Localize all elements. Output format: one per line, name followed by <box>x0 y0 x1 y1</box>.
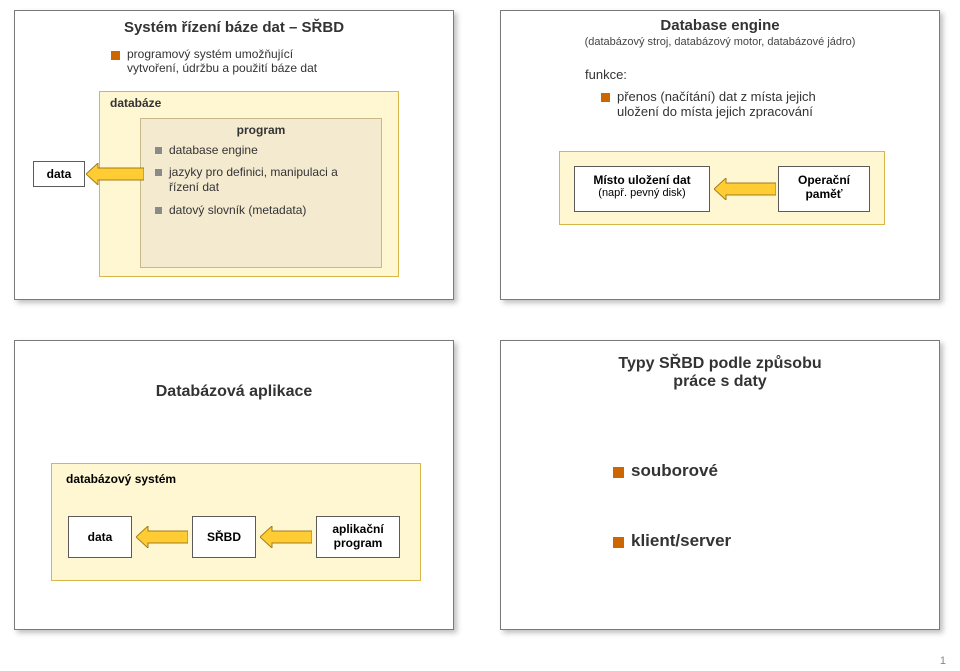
slide4-title-l1: Typy SŘBD podle způsobu <box>501 355 939 373</box>
arrow-icon <box>714 178 776 200</box>
arrow-icon <box>260 526 312 548</box>
program-item-jazyky: jazyky pro definici, manipulaci a řízení… <box>155 165 367 195</box>
box-data: data <box>68 516 132 558</box>
databaze-box: databáze program database engine jazyky … <box>99 91 399 277</box>
arrow-icon <box>136 526 188 548</box>
slide1-intro: programový systém umožňující vytvoření, … <box>111 47 317 75</box>
slide4-title-l2: práce s daty <box>501 373 939 391</box>
page-number: 1 <box>940 655 946 667</box>
type-souborove: souborové <box>613 461 718 481</box>
program-item-metadata: datový slovník (metadata) <box>155 203 367 217</box>
engine-panel: Místo uložení dat (např. pevný disk) Ope… <box>559 151 885 225</box>
func-label: funkce: <box>585 67 627 82</box>
slide-types: Typy SŘBD podle způsobu práce s daty sou… <box>500 340 940 630</box>
slide2-subtitle: (databázový stroj, databázový motor, dat… <box>501 34 939 48</box>
arrow-icon <box>86 163 144 185</box>
slide-db-app: Databázová aplikace databázový systém da… <box>14 340 454 630</box>
slide-db-engine: Database engine (databázový stroj, datab… <box>500 10 940 300</box>
system-panel: databázový systém data SŘBD aplikační pr… <box>51 463 421 581</box>
memory-box: Operační paměť <box>778 166 870 212</box>
system-label: databázový systém <box>66 472 176 486</box>
slide2-title: Database engine <box>501 11 939 34</box>
program-panel: program database engine jazyky pro defin… <box>140 118 382 268</box>
slide3-title: Databázová aplikace <box>15 341 453 401</box>
data-box: data <box>33 161 85 187</box>
storage-box: Místo uložení dat (např. pevný disk) <box>574 166 710 212</box>
slide-srbd: Systém řízení báze dat – SŘBD programový… <box>14 10 454 300</box>
type-client-server: klient/server <box>613 531 731 551</box>
slide1-title: Systém řízení báze dat – SŘBD <box>15 11 453 36</box>
program-item-db-engine: database engine <box>155 143 367 157</box>
box-app-program: aplikační program <box>316 516 400 558</box>
db-label: databáze <box>110 96 161 110</box>
box-srbd: SŘBD <box>192 516 256 558</box>
func-bullet: přenos (načítání) dat z místa jejich ulo… <box>601 89 816 119</box>
program-label: program <box>141 119 381 137</box>
